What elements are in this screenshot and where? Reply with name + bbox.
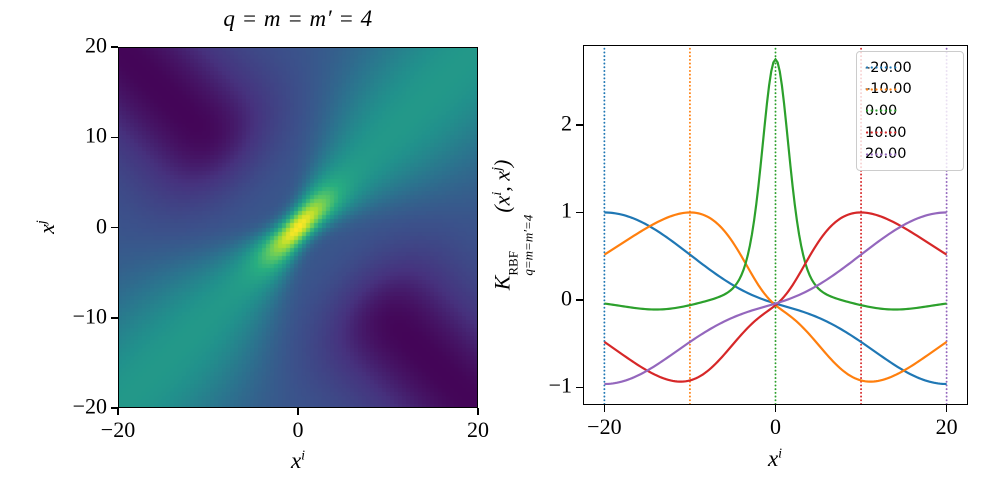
x-tick-label: 20 [935,414,958,439]
y-tick-mark [111,136,118,138]
y-tick-label: 2 [561,110,572,136]
y-tick-label: 10 [85,122,107,148]
x-tick-mark [945,405,948,412]
y-tick-label: 0 [561,285,572,311]
y-tick-label: 20 [85,32,107,58]
y-tick-mark [576,299,583,301]
y-tick-mark [576,211,583,214]
y-tick-label: −20 [72,393,107,419]
x-tick-label: 0 [770,414,781,439]
left-ylabel: xj [34,220,60,234]
y-tick-label: −1 [548,373,572,399]
legend-item: -20.00 [865,60,955,76]
heatmap-image [118,47,478,408]
xlabel-base: x [290,448,302,473]
curve-xj-0.00 [604,57,947,311]
y-tick-mark [111,226,118,229]
curve-xj-20.00 [604,211,947,386]
legend-item: 10.00 [865,125,955,141]
xlabel-base: x [767,446,779,471]
y-tick-mark [111,317,118,319]
legend-label: -10.00 [865,81,912,98]
legend-dotted-line-swatch [865,131,898,134]
kernel-sub: q=m=m′=4 [520,214,536,276]
x-tick-mark [603,405,606,412]
y-tick-mark [111,407,118,409]
curve-xj-10.00 [603,211,948,383]
y-tick-mark [111,46,118,48]
legend-dotted-line-swatch [865,66,898,69]
legend-item: 0.00 [865,103,955,119]
x-tick-label: 20 [467,417,489,442]
kernel-args: (xi, xj) [489,159,515,213]
xlabel-sup: i [301,448,306,464]
ylabel-base: x [34,224,59,234]
kernel-sup: RBF [505,251,521,276]
x-tick-label: −20 [100,417,136,442]
x-tick-mark [297,408,299,415]
legend-item: 20.00 [865,146,955,162]
y-tick-mark [576,386,583,389]
legend-dotted-line-swatch [865,153,898,156]
ylabel-sup: j [34,220,50,225]
legend: -20.00 -10.00 0.00 10.00 20.00 [856,51,964,171]
legend-label: -20.00 [865,59,912,76]
x-tick-label: 0 [292,417,304,442]
kernel-symbol: K [489,275,515,291]
y-tick-label: 1 [561,198,572,224]
legend-item: -10.00 [865,81,955,97]
kernel-supsub: RBF q=m=m′=4 [505,214,537,276]
x-tick-mark [477,408,479,415]
y-tick-label: 0 [96,213,107,239]
y-tick-mark [576,124,583,126]
legend-dotted-line-swatch [865,109,898,113]
right-xlabel: xi [768,446,782,472]
x-tick-mark [117,408,119,415]
x-tick-label: −20 [587,414,622,439]
left-plot-title: q = m = m′ = 4 [223,6,373,31]
y-tick-label: −10 [72,303,107,329]
xlabel-sup: i [778,446,783,462]
x-tick-mark [774,405,777,412]
left-xlabel: xi [291,448,305,474]
legend-dotted-line-swatch [865,88,898,91]
right-ylabel: K RBF q=m=m′=4 (xi, xj) [490,160,537,291]
